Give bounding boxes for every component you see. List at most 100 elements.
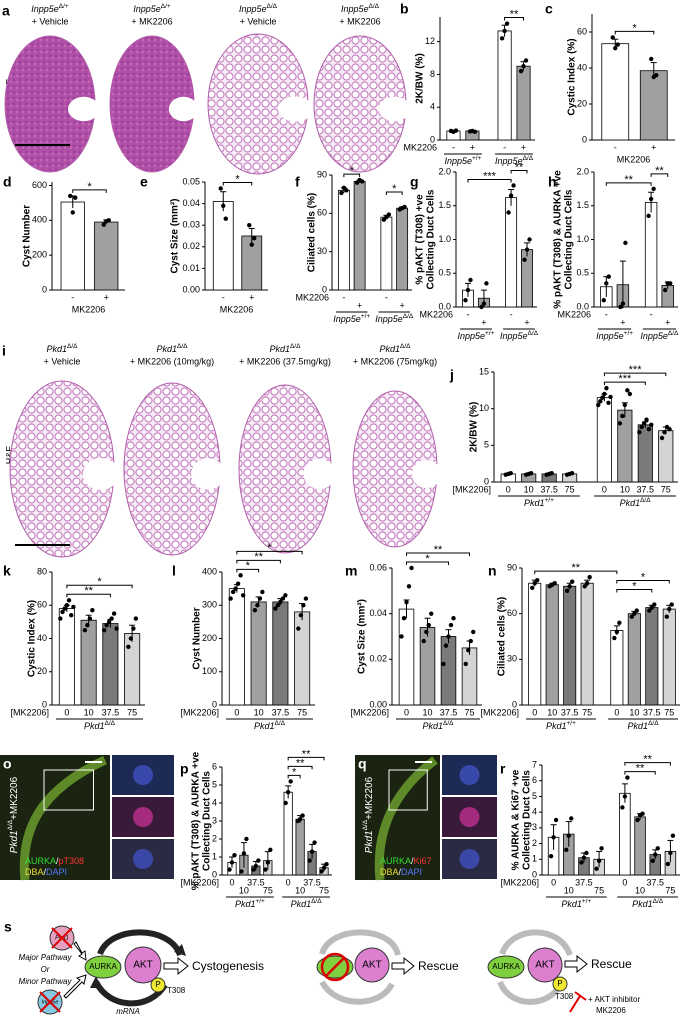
data-point [312,840,317,845]
data-point [579,860,584,865]
genotype-label: Inpp5eΔ/+ [133,3,171,14]
data-point [610,35,615,40]
arrowhead [174,944,186,956]
outcome: Rescue [591,957,632,971]
data-point [58,616,63,621]
y-tick-label: 0 [322,284,327,294]
significance-label: * [425,553,430,565]
bar [250,601,267,706]
y-tick-label: 2 [532,838,537,848]
text-part: Pkd1 [632,899,653,909]
panel-letter: c [545,1,553,17]
data-point [522,257,527,262]
panel-letter: f [295,174,300,190]
y-tick-label: 0 [582,134,587,144]
data-point [109,616,114,621]
x-tick-label: 75 [594,885,604,895]
data-point [255,603,260,608]
y-tick-label: 0 [42,699,47,709]
data-point [647,608,652,613]
data-point [667,427,672,432]
text-part: / [44,867,47,877]
bar [440,636,457,706]
y-tick-label: 4 [430,102,435,112]
x-tick-label: + [249,292,254,302]
y-tick-label: 0.04 [369,608,387,618]
y-axis-label: Cyst Number [22,205,33,267]
y-tick-label: 5 [212,779,217,789]
data-point [617,620,622,625]
text-part: DAPI [401,867,422,877]
y-tick-label: 60 [317,208,327,218]
genotype-label: Pkd1Δ/Δ [628,720,660,731]
y-tick-label: 0.5 [438,268,451,278]
treatment-label: + Vehicle [32,16,69,26]
data-point [582,584,587,589]
bar [294,611,311,706]
y-tick-label: 0.02 [182,241,200,251]
data-point [451,616,456,621]
data-point [85,623,90,628]
x-axis-label: MK2206 [220,304,254,314]
inset-box [43,769,94,811]
data-point [303,596,309,601]
significance-bracket [467,179,512,183]
data-point [627,391,633,397]
y-tick-label: 6 [532,775,537,785]
y-tick-label: 0.00 [182,284,200,294]
x-tick-label: - [452,142,455,152]
data-point [240,593,246,598]
panel-letter: b [400,1,409,17]
treatment-label: + MK2206 (75mg/kg) [353,356,437,366]
y-tick-label: 80 [37,566,47,576]
significance-bracket [616,580,670,584]
x-axis-label: MK2206 [617,154,651,164]
x-tick-label: 37.5 [643,707,661,717]
data-point [648,196,654,202]
data-point [275,603,281,608]
data-point [446,634,451,639]
y-tick-label: 0.05 [182,176,200,186]
bar [295,818,305,876]
data-point [604,385,609,391]
data-point [637,429,642,435]
text-part: Δ/Δ [640,497,651,504]
x-tick-label: 0 [551,877,556,887]
y-tick-label: 400 [32,215,47,225]
panel-letter: d [3,174,12,190]
y-axis-label: Collecting Duct Cells [202,771,213,871]
bar [644,201,658,308]
data-point [599,846,604,851]
bar [617,409,633,483]
label: T308 [555,992,574,1001]
x-axis-label: MK2206 [557,309,591,319]
data-point [662,429,667,435]
node-label: AKT [133,960,152,971]
data-point [73,195,78,200]
data-point [521,63,526,69]
treatment-label: + MK2206 [339,16,380,26]
panel-letter: r [500,761,506,777]
stain-label: H&E [4,446,14,465]
data-point [221,203,226,208]
bar [528,582,542,706]
y-axis-label: Collecting Duct Cells [426,189,437,289]
label: MK2206 [596,1006,626,1015]
y-tick-label: 3 [532,822,537,832]
cross [51,927,73,949]
data-point [622,402,628,408]
y-tick-label: 8 [430,69,435,79]
arrow [163,956,189,976]
panel-letter: n [488,563,497,579]
significance-bracket [534,570,618,575]
x-tick-label: 10 [629,707,639,717]
text-part: +/+ [566,720,576,727]
data-point [481,301,487,306]
genotype-label: Inpp5eΔ/Δ [495,155,534,166]
kidney-hilum [278,96,313,122]
x-tick-label: 37.5 [440,707,458,717]
treatment-label: + Vehicle [240,16,277,26]
phospho-node [150,977,166,993]
bar [563,585,577,706]
y-tick-label: 200 [202,633,217,643]
